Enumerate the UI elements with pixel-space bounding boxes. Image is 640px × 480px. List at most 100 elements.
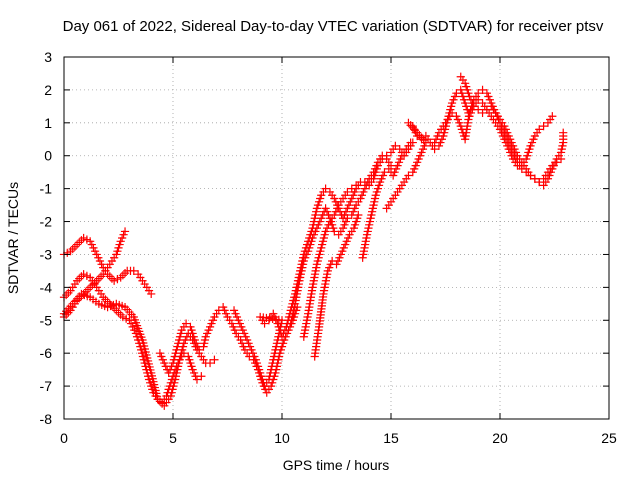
- data-point: [330, 210, 339, 220]
- data-point: [464, 89, 473, 98]
- data-point: [350, 220, 360, 229]
- data-point: [126, 319, 136, 328]
- data-point: [292, 289, 302, 299]
- data-point: [279, 329, 288, 338]
- data-point: [469, 102, 478, 111]
- data-point: [306, 240, 315, 249]
- data-point: [371, 191, 380, 200]
- data-point: [120, 227, 130, 236]
- data-point: [309, 279, 318, 289]
- data-point: [298, 263, 307, 272]
- data-point: [277, 332, 287, 341]
- data-point: [130, 326, 139, 335]
- data-point: [300, 326, 310, 335]
- data-point: [232, 312, 242, 322]
- data-point: [408, 168, 417, 177]
- data-point: [272, 342, 281, 351]
- data-point: [310, 273, 319, 282]
- data-point: [192, 339, 201, 348]
- data-point: [338, 224, 348, 233]
- data-point: [459, 95, 469, 104]
- data-point: [524, 148, 533, 157]
- data-point: [359, 247, 369, 256]
- data-point: [338, 247, 347, 256]
- data-point: [129, 266, 138, 276]
- data-point: [244, 339, 253, 348]
- data-point: [291, 296, 300, 305]
- data-point: [311, 210, 320, 220]
- data-point: [243, 335, 252, 345]
- data-point: [282, 322, 291, 331]
- data-point: [290, 303, 299, 312]
- data-point: [312, 263, 321, 272]
- data-point: [356, 194, 365, 203]
- data-point: [143, 356, 153, 366]
- data-point: [115, 240, 124, 249]
- data-point: [535, 125, 544, 134]
- data-point: [305, 243, 314, 252]
- data-point: [271, 345, 280, 354]
- data-point: [354, 210, 363, 220]
- data-point: [415, 151, 425, 160]
- data-point: [287, 316, 296, 325]
- data-point: [240, 329, 249, 338]
- data-point: [350, 204, 359, 213]
- data-point: [207, 319, 216, 328]
- data-point: [418, 145, 428, 154]
- x-tick-label: 25: [601, 430, 617, 446]
- data-point: [164, 368, 173, 378]
- data-point: [349, 224, 359, 233]
- data-point: [413, 131, 422, 141]
- data-point: [141, 347, 150, 357]
- data-point: [266, 368, 275, 378]
- data-point: [269, 355, 278, 364]
- data-point: [431, 135, 441, 144]
- data-point: [113, 275, 122, 284]
- data-point: [172, 368, 181, 378]
- data-point: [267, 365, 276, 374]
- data-point: [340, 220, 349, 229]
- data-point: [353, 214, 362, 223]
- data-point: [247, 345, 256, 354]
- data-point: [333, 256, 343, 266]
- data-point: [420, 141, 429, 150]
- data-point: [248, 349, 258, 358]
- data-point: [447, 108, 457, 118]
- data-point: [229, 322, 238, 331]
- data-point: [303, 312, 312, 322]
- data-points: [59, 72, 568, 410]
- data-point: [527, 138, 537, 147]
- data-point: [297, 266, 306, 276]
- data-point: [362, 233, 371, 243]
- data-point: [157, 352, 166, 361]
- data-point: [308, 233, 317, 243]
- data-point: [362, 230, 372, 239]
- data-point: [234, 316, 243, 325]
- data-point: [494, 115, 503, 124]
- data-point: [320, 230, 329, 239]
- data-point: [372, 161, 381, 170]
- data-point: [319, 233, 328, 243]
- data-point: [171, 375, 180, 384]
- data-point: [79, 233, 88, 243]
- data-point: [172, 345, 181, 354]
- data-point: [95, 256, 105, 266]
- data-point: [557, 145, 566, 154]
- data-point: [377, 174, 386, 183]
- data-point: [208, 316, 218, 325]
- data-point: [176, 329, 185, 338]
- data-point: [128, 322, 137, 331]
- data-point: [147, 289, 156, 299]
- data-point: [410, 164, 419, 173]
- data-point: [310, 270, 320, 279]
- data-point: [545, 171, 554, 180]
- data-point: [363, 227, 372, 236]
- data-point: [321, 184, 330, 193]
- data-point: [139, 341, 149, 351]
- data-point: [411, 128, 420, 137]
- data-point: [139, 338, 148, 348]
- data-point: [430, 145, 439, 154]
- data-point: [339, 243, 348, 252]
- plot-frame: [63, 56, 610, 420]
- data-point: [235, 319, 244, 328]
